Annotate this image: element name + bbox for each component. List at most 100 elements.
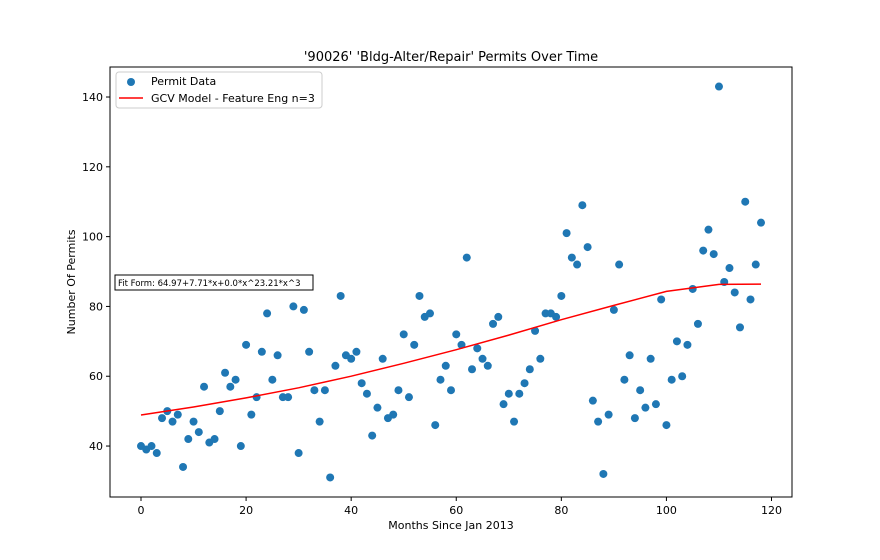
data-point	[389, 410, 398, 419]
data-point	[636, 386, 645, 395]
data-point	[184, 435, 193, 444]
legend-label-model: GCV Model - Feature Eng n=3	[151, 92, 315, 105]
data-point	[468, 365, 477, 374]
x-tick-label: 40	[344, 504, 358, 517]
data-point	[630, 414, 639, 423]
data-point	[483, 361, 492, 370]
data-point	[168, 417, 177, 426]
data-point	[672, 337, 681, 346]
data-point	[494, 312, 503, 321]
data-point	[336, 291, 345, 300]
x-tick-label: 20	[239, 504, 253, 517]
data-point	[452, 330, 461, 339]
data-point	[478, 354, 487, 363]
data-point	[646, 354, 655, 363]
data-point	[699, 246, 708, 255]
data-point	[158, 414, 167, 423]
x-tick-label: 100	[656, 504, 677, 517]
data-point	[741, 197, 750, 206]
data-point	[583, 243, 592, 252]
data-point	[447, 386, 455, 395]
legend-scatter-marker	[127, 78, 135, 86]
data-point	[573, 260, 582, 269]
data-point	[210, 435, 219, 444]
data-point	[352, 347, 361, 356]
data-point	[531, 326, 540, 335]
data-point	[394, 386, 403, 395]
data-point	[441, 361, 450, 370]
data-point	[746, 295, 755, 304]
data-point	[289, 302, 298, 311]
data-point	[757, 218, 765, 227]
data-point	[357, 379, 366, 388]
data-point	[557, 291, 566, 300]
data-point	[194, 428, 203, 437]
data-point	[473, 344, 482, 353]
data-point	[315, 417, 324, 426]
data-point	[331, 361, 340, 370]
data-point	[226, 382, 235, 391]
legend: Permit Data GCV Model - Feature Eng n=3	[115, 71, 323, 109]
data-point	[714, 82, 723, 91]
y-tick-label: 140	[82, 91, 103, 104]
data-point	[431, 421, 440, 430]
data-point	[678, 372, 687, 381]
x-tick-label: 120	[761, 504, 782, 517]
data-point	[662, 421, 671, 430]
data-point	[347, 354, 356, 363]
y-tick-label: 80	[89, 300, 103, 313]
data-point	[436, 375, 445, 384]
y-axis-ticks: 40 60 80 100 120 140	[82, 91, 110, 453]
x-axis-label: Months Since Jan 2013	[388, 519, 513, 532]
data-point	[735, 323, 744, 332]
data-point	[693, 319, 702, 328]
data-point	[173, 410, 182, 419]
data-point	[294, 449, 303, 458]
data-point	[604, 410, 613, 419]
chart-title: '90026' 'Bldg-Alter/Repair' Permits Over…	[304, 50, 598, 65]
data-point	[247, 410, 256, 419]
data-point	[179, 462, 188, 471]
data-point	[599, 469, 608, 478]
y-axis-label: Number Of Permits	[65, 229, 78, 334]
data-point	[594, 417, 603, 426]
data-point	[588, 396, 597, 405]
data-point	[189, 417, 198, 426]
data-point	[299, 305, 308, 314]
data-point	[620, 375, 629, 384]
data-point	[552, 312, 561, 321]
data-point	[404, 393, 413, 402]
data-point	[609, 305, 618, 314]
data-point	[725, 264, 734, 273]
data-point	[536, 354, 545, 363]
data-point	[231, 375, 240, 384]
legend-label-permit-data: Permit Data	[151, 75, 216, 88]
data-point	[326, 473, 335, 482]
data-point	[399, 330, 408, 339]
data-point	[489, 319, 498, 328]
data-point	[578, 201, 587, 210]
data-point	[415, 291, 424, 300]
x-tick-label: 80	[554, 504, 568, 517]
data-point	[378, 354, 387, 363]
data-point	[499, 400, 508, 409]
data-point	[368, 431, 377, 440]
data-point	[515, 389, 524, 398]
model-fit-line	[140, 283, 762, 416]
data-point	[562, 229, 571, 238]
fit-form-box	[114, 274, 314, 291]
data-point	[257, 347, 266, 356]
data-point	[525, 365, 534, 374]
data-point	[504, 389, 513, 398]
data-point	[310, 386, 319, 395]
data-point	[320, 386, 329, 395]
data-point	[263, 309, 272, 318]
data-point	[200, 382, 209, 391]
data-point	[625, 351, 634, 360]
fit-form-annotation: Fit Form: 64.97+7.71*x+0.0*x^23.21*x^3	[114, 274, 314, 291]
y-tick-label: 100	[82, 231, 103, 244]
data-point	[215, 407, 224, 416]
data-point	[704, 225, 713, 234]
data-point	[510, 417, 519, 426]
